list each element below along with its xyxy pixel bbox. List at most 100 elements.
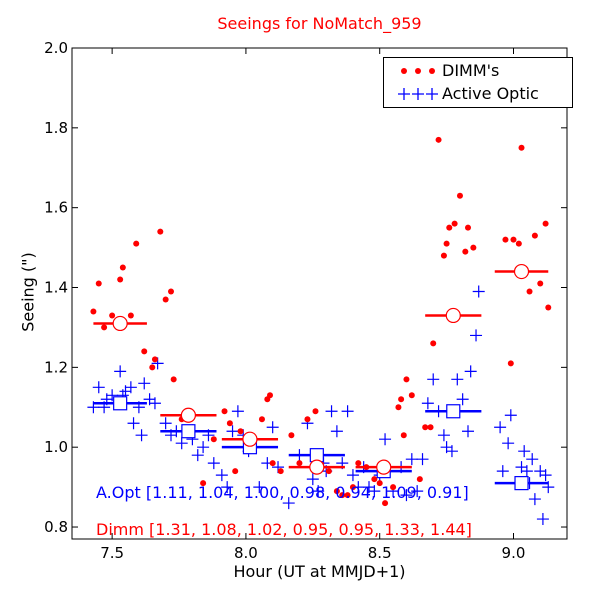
active-optic-point bbox=[526, 453, 539, 466]
dimm-point bbox=[109, 312, 116, 319]
dimm-average-marker bbox=[376, 459, 392, 475]
dimm-point bbox=[133, 240, 140, 247]
dimm-point bbox=[465, 224, 471, 231]
active-optic-averages-annotation: A.Opt [1.11, 1.04, 1.00, 0.98, 0.94, 1.0… bbox=[96, 483, 469, 502]
active-optic-average-marker bbox=[113, 396, 128, 411]
active-optic-point bbox=[175, 437, 188, 450]
dimm-point bbox=[416, 476, 423, 483]
dimm-point bbox=[162, 296, 169, 303]
x-tick-label: 8.0 bbox=[234, 544, 258, 562]
dimm-point bbox=[355, 460, 362, 467]
active-optic-point bbox=[462, 425, 474, 438]
chart-title: Seeings for NoMatch_959 bbox=[217, 14, 422, 33]
active-optic-point bbox=[159, 417, 172, 430]
active-optic-point bbox=[266, 421, 279, 434]
active-optic-point bbox=[504, 409, 517, 422]
active-optic-point bbox=[92, 381, 105, 394]
active-optic-point bbox=[502, 437, 515, 450]
active-optic-point bbox=[124, 381, 137, 394]
active-optic-point bbox=[520, 465, 533, 478]
active-optic-point bbox=[368, 485, 381, 498]
dimm-point bbox=[288, 432, 295, 439]
active-optic-point bbox=[306, 473, 319, 486]
dimm-averages-annotation: Dimm [1.31, 1.08, 1.02, 0.95, 0.95, 1.33… bbox=[96, 520, 472, 539]
active-optic-point bbox=[539, 469, 552, 482]
active-optic-point bbox=[341, 405, 354, 418]
dimm-point bbox=[312, 408, 319, 415]
dimm-point bbox=[90, 308, 97, 315]
active-optic-point bbox=[421, 397, 434, 410]
dimm-point bbox=[232, 468, 239, 475]
dimm-point bbox=[422, 424, 429, 431]
dimm-point bbox=[398, 396, 405, 403]
dimm-point bbox=[325, 468, 332, 475]
dimm-point bbox=[408, 392, 415, 399]
dimm-point bbox=[141, 348, 148, 355]
active-optic-point bbox=[325, 405, 338, 418]
active-optic-point bbox=[518, 445, 531, 458]
dimm-average-marker bbox=[180, 407, 196, 423]
y-tick-label: 1.6 bbox=[44, 199, 68, 217]
dimm-point bbox=[149, 364, 156, 371]
active-optic-points bbox=[87, 285, 555, 526]
dimm-point bbox=[507, 360, 514, 367]
active-optic-point bbox=[456, 393, 469, 406]
dimm-point bbox=[170, 376, 177, 383]
dimm-point bbox=[395, 404, 402, 411]
dimm-point bbox=[376, 480, 383, 487]
dimm-point bbox=[226, 420, 233, 427]
dimm-average-marker bbox=[445, 307, 461, 324]
x-tick-label: 8.5 bbox=[368, 544, 392, 562]
dimm-point bbox=[344, 492, 351, 499]
active-optic-point bbox=[135, 429, 148, 442]
dimm-point bbox=[382, 500, 389, 507]
dimm-point bbox=[339, 492, 346, 499]
active-optic-point bbox=[197, 441, 210, 454]
y-tick-label: 1.8 bbox=[44, 119, 68, 137]
dimm-point bbox=[304, 416, 311, 423]
dimm-point bbox=[390, 484, 397, 491]
dimm-point bbox=[119, 264, 126, 271]
dimm-point bbox=[151, 356, 158, 363]
plus-marker-icon bbox=[398, 88, 438, 100]
dimm-point bbox=[435, 136, 442, 143]
dimm-point bbox=[117, 276, 124, 283]
dimm-point bbox=[296, 460, 303, 467]
active-optic-point bbox=[253, 481, 266, 494]
active-optic-point bbox=[231, 405, 244, 418]
active-optic-point bbox=[470, 329, 483, 342]
active-optic-point bbox=[427, 373, 440, 386]
dimm-point bbox=[430, 340, 437, 347]
dimm-point bbox=[427, 424, 434, 431]
active-optic-point bbox=[312, 485, 325, 498]
active-optic-point bbox=[445, 445, 458, 458]
active-optic-point bbox=[451, 373, 464, 386]
active-optic-point bbox=[437, 429, 450, 442]
active-optic-point bbox=[346, 469, 359, 482]
dimm-average-marker bbox=[309, 459, 325, 475]
active-optic-point bbox=[207, 457, 220, 470]
dimm-point bbox=[462, 248, 469, 255]
dimm-point bbox=[269, 460, 276, 467]
dimm-point bbox=[400, 432, 407, 439]
y-tick-label: 1.2 bbox=[44, 358, 68, 376]
y-tick-label: 1.4 bbox=[44, 279, 68, 297]
dimm-point bbox=[451, 220, 458, 227]
dimm-point bbox=[515, 240, 522, 247]
dimm-point bbox=[542, 220, 549, 227]
dimm-points bbox=[90, 136, 552, 507]
dimm-point bbox=[403, 376, 410, 383]
active-optic-average-marker bbox=[514, 476, 529, 491]
axis-ticks: 7.5 8.0 8.5 9.0 0.8 1.0 1.2 1.4 1.6 1.8 2.0 bbox=[44, 39, 567, 562]
x-axis-label: Hour (UT at MMJD+1) bbox=[233, 562, 406, 581]
dimm-point bbox=[210, 436, 217, 443]
x-tick-label: 9.0 bbox=[502, 544, 526, 562]
dimm-point bbox=[502, 236, 509, 243]
dimm-point bbox=[531, 232, 538, 239]
dimm-average-marker bbox=[513, 263, 530, 280]
active-optic-average-marker bbox=[181, 424, 196, 439]
active-optic-point bbox=[411, 485, 424, 498]
active-optic-point bbox=[405, 453, 418, 466]
dimm-point bbox=[127, 312, 134, 319]
active-optic-point bbox=[148, 397, 161, 410]
